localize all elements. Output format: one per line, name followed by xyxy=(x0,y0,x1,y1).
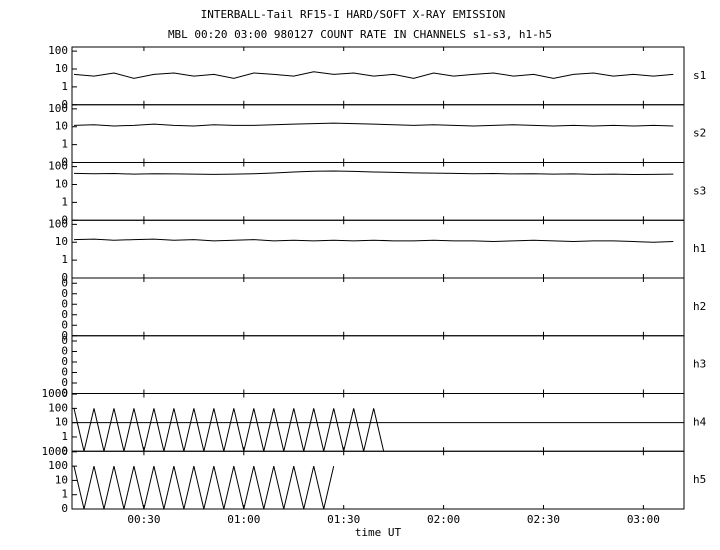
y-tick-label: 100 xyxy=(48,401,68,414)
panel-label: s3 xyxy=(693,184,706,197)
series-line xyxy=(73,408,385,452)
y-tick-label: 0 xyxy=(61,271,68,284)
y-tick-label: 0 xyxy=(61,318,68,331)
y-tick-label: 1 xyxy=(61,195,68,208)
y-tick-label: 0 xyxy=(61,156,68,169)
y-tick-label: 10 xyxy=(55,473,68,486)
y-tick-label: 0 xyxy=(61,376,68,389)
y-tick-label: 100 xyxy=(48,44,68,57)
x-tick-label: 02:30 xyxy=(527,513,560,526)
x-tick-label: 02:00 xyxy=(427,513,460,526)
y-tick-label: 1000 xyxy=(42,387,69,400)
y-tick-label: 0 xyxy=(61,329,68,342)
x-tick-label: 01:00 xyxy=(227,513,260,526)
y-tick-label: 10 xyxy=(55,416,68,429)
y-tick-label: 10 xyxy=(55,235,68,248)
y-tick-label: 1 xyxy=(61,253,68,266)
y-tick-label: 0 xyxy=(61,366,68,379)
x-tick-label: 03:00 xyxy=(627,513,660,526)
x-tick-label: 00:30 xyxy=(127,513,160,526)
x-axis-label: time UT xyxy=(355,526,402,539)
y-tick-label: 1 xyxy=(61,430,68,443)
series-line xyxy=(73,238,674,243)
series-line xyxy=(73,122,674,127)
y-tick-label: 100 xyxy=(48,160,68,173)
panel-label: h1 xyxy=(693,242,706,255)
y-tick-label: 10 xyxy=(55,62,68,75)
y-tick-label: 1000 xyxy=(42,445,69,458)
y-tick-label: 0 xyxy=(61,213,68,226)
y-tick-label: 100 xyxy=(48,459,68,472)
panel-label: h4 xyxy=(693,415,707,428)
y-tick-label: 100 xyxy=(48,102,68,115)
y-tick-label: 0 xyxy=(61,387,68,400)
y-tick-label: 1 xyxy=(61,138,68,151)
panel-label: s2 xyxy=(693,127,706,140)
series-line xyxy=(73,71,674,79)
chart-subtitle: MBL 00:20 03:00 980127 COUNT RATE IN CHA… xyxy=(168,28,552,41)
y-tick-label: 0 xyxy=(61,334,68,347)
y-tick-label: 0 xyxy=(61,355,68,368)
y-tick-label: 0 xyxy=(61,444,68,457)
y-tick-label: 0 xyxy=(61,502,68,515)
series-line xyxy=(73,170,674,176)
y-tick-label: 100 xyxy=(48,217,68,230)
x-tick-label: 01:30 xyxy=(327,513,360,526)
y-tick-label: 1 xyxy=(61,80,68,93)
series-line xyxy=(73,466,335,510)
panel-label: h5 xyxy=(693,473,706,486)
y-tick-label: 0 xyxy=(61,287,68,300)
y-tick-label: 0 xyxy=(61,345,68,358)
y-tick-label: 0 xyxy=(61,308,68,321)
panel-label: h3 xyxy=(693,358,706,371)
y-tick-label: 1 xyxy=(61,488,68,501)
y-tick-label: 10 xyxy=(55,177,68,190)
chart-title: INTERBALL-Tail RF15-I HARD/SOFT X-RAY EM… xyxy=(201,8,506,21)
y-tick-label: 0 xyxy=(61,276,68,289)
panel-label: s1 xyxy=(693,69,706,82)
y-tick-label: 10 xyxy=(55,120,68,133)
panel-label: h2 xyxy=(693,300,706,313)
y-tick-label: 0 xyxy=(61,98,68,111)
y-tick-label: 0 xyxy=(61,297,68,310)
